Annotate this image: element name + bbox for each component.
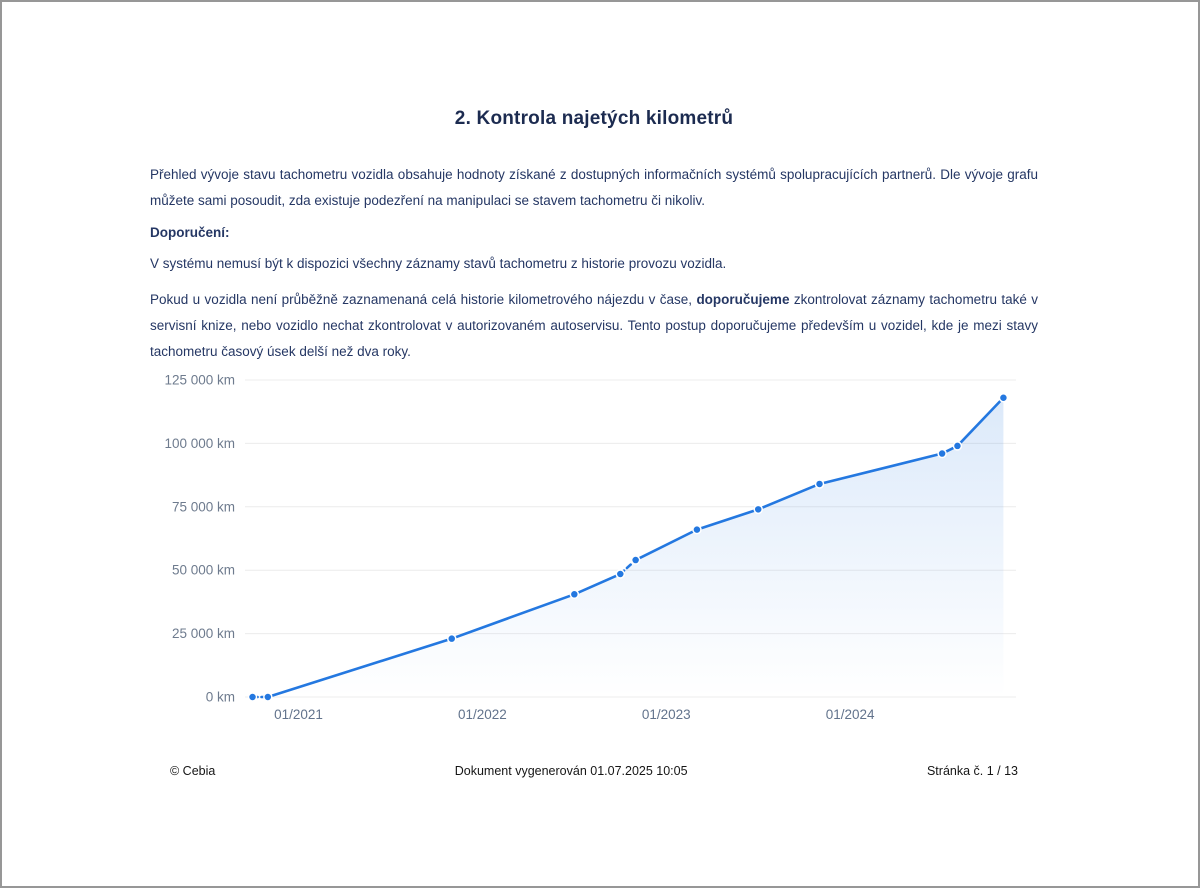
y-tick-label: 25 000 km — [172, 626, 235, 641]
data-point — [569, 589, 580, 600]
footer-copyright: © Cebia — [170, 764, 216, 778]
area-fill — [252, 397, 1004, 697]
data-point — [998, 393, 1009, 403]
data-point — [247, 692, 258, 702]
x-tick-label: 01/2024 — [826, 707, 875, 722]
line-segment — [573, 572, 622, 596]
line-segment — [450, 592, 576, 640]
footer-generated-timestamp: Dokument vygenerován 01.07.2025 10:05 — [454, 764, 688, 778]
y-tick-label: 75 000 km — [172, 499, 235, 514]
y-tick-label: 125 000 km — [164, 373, 235, 388]
line-segment — [818, 452, 944, 486]
y-tick-label: 0 km — [206, 690, 235, 705]
line-segment — [756, 482, 821, 511]
advice-text-bold: doporučujeme — [696, 292, 790, 307]
data-points — [247, 393, 1009, 702]
advice-text-before: Pokud u vozidla není průběžně zaznamenan… — [150, 292, 697, 307]
page-footer: © Cebia Dokument vygenerován 01.07.2025 … — [150, 764, 1038, 778]
recommendation-heading: Doporučení: — [150, 225, 230, 240]
line-segment — [956, 396, 1005, 448]
note-paragraph: V systému nemusí být k dispozici všechny… — [150, 256, 727, 271]
data-point — [615, 569, 626, 579]
data-point — [263, 692, 273, 702]
advice-text-after: zkontrolovat záznamy tachometru také v s… — [150, 292, 1038, 359]
x-tick-label: 01/2021 — [274, 707, 323, 722]
data-point — [952, 441, 963, 451]
data-point — [446, 633, 457, 644]
data-point — [692, 524, 702, 535]
y-axis-labels: 0 km 25 000 km 50 000 km 75 000 km 100 000 k… — [164, 373, 235, 705]
odometer-line-chart: 0 km 25 000 km 50 000 km 75 000 km 100 000 k… — [164, 373, 1016, 722]
data-point — [630, 555, 641, 565]
data-point — [937, 448, 947, 459]
y-tick-label: 50 000 km — [172, 563, 235, 578]
x-tick-label: 01/2022 — [458, 707, 507, 722]
x-axis-labels: 01/2021 01/2022 01/2023 01/2024 — [274, 707, 875, 722]
data-point — [814, 479, 825, 489]
line-segment — [695, 508, 760, 531]
advice-paragraph: Pokud u vozidla není průběžně zaznamenan… — [150, 287, 1038, 365]
footer-page-number: Stránka č. 1 / 13 — [926, 764, 1018, 778]
document-content: 2. Kontrola najetých kilometrů Přehled v… — [150, 2, 1038, 365]
intro-paragraph: Přehled vývoje stavu tachometru vozidla … — [150, 167, 1038, 208]
y-tick-label: 100 000 km — [164, 436, 235, 451]
line-segment — [634, 528, 699, 562]
page-title: 2. Kontrola najetých kilometrů — [454, 108, 734, 129]
x-tick-label: 01/2023 — [642, 707, 691, 722]
line-segment — [266, 637, 454, 699]
data-point — [753, 504, 763, 515]
